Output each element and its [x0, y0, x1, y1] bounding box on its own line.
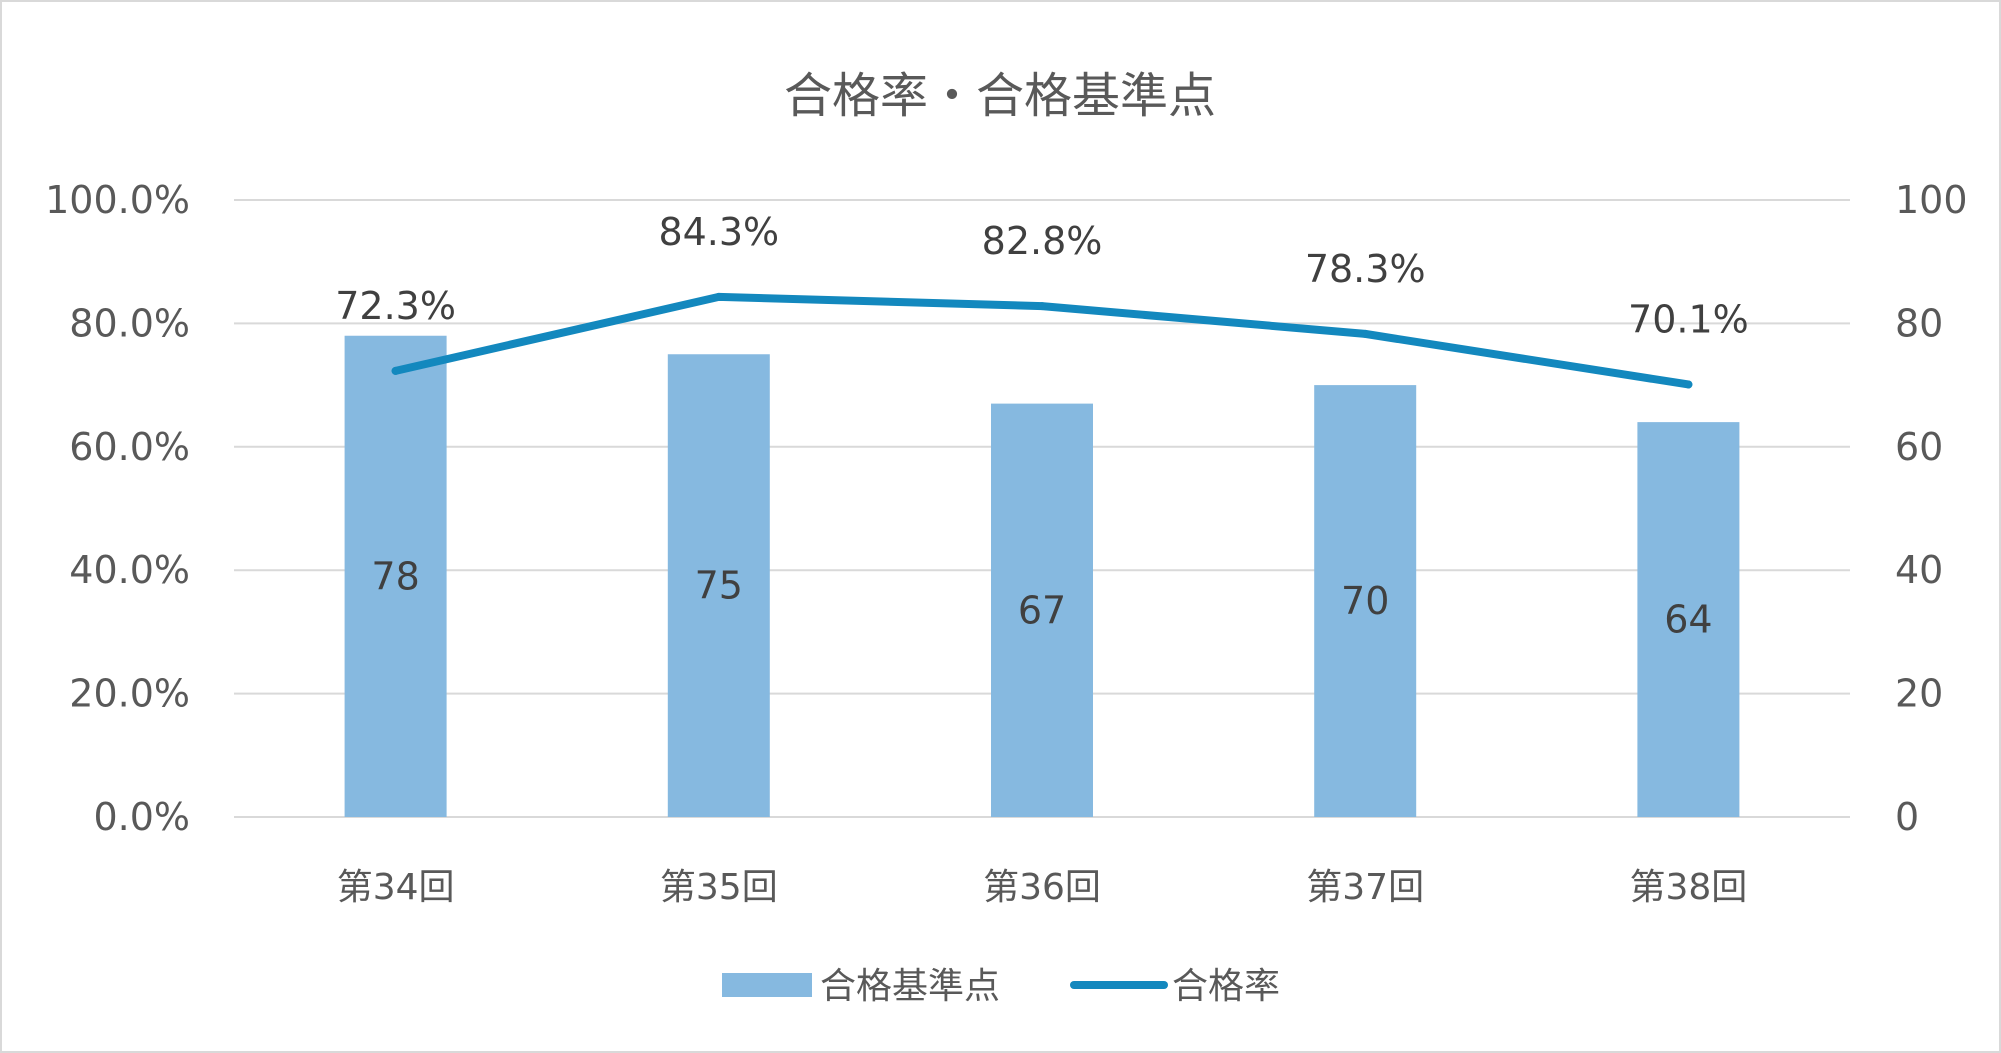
right-tick-label: 60: [1895, 425, 1943, 469]
left-tick-label: 0.0%: [93, 795, 190, 839]
right-tick-label: 40: [1895, 548, 1943, 592]
line-point: [714, 292, 723, 301]
legend-bar-swatch: [722, 973, 812, 997]
legend-bar-label: 合格基準点: [820, 966, 1000, 1007]
category-label: 第34回: [337, 867, 455, 908]
left-tick-label: 100.0%: [45, 178, 190, 222]
legend: 合格基準点 合格率: [722, 966, 1280, 1007]
legend-line-label: 合格率: [1172, 966, 1280, 1007]
line-data-label: 82.8%: [982, 219, 1103, 263]
bar-data-label: 64: [1664, 598, 1712, 642]
category-axis: 第34回 第35回 第36回 第37回 第38回: [337, 867, 1748, 908]
line-data-label: 84.3%: [658, 210, 779, 254]
bar: [667, 354, 770, 817]
category-label: 第35回: [660, 867, 778, 908]
bar-data-labels: 78 75 67 70 64: [371, 554, 1712, 641]
left-tick-label: 20.0%: [69, 672, 190, 716]
left-axis: 0.0% 20.0% 40.0% 60.0% 80.0% 100.0%: [45, 178, 190, 839]
line-data-label: 72.3%: [335, 284, 456, 328]
bar-data-label: 78: [371, 554, 419, 598]
left-tick-label: 60.0%: [69, 425, 190, 469]
right-tick-label: 80: [1895, 301, 1943, 345]
line-point: [1038, 302, 1046, 311]
category-label: 第37回: [1306, 867, 1424, 908]
right-tick-label: 100: [1895, 178, 1968, 222]
line-data-label: 70.1%: [1628, 297, 1749, 341]
line-series: [391, 292, 1693, 389]
bar-data-label: 70: [1341, 579, 1389, 623]
line-point: [1361, 329, 1370, 338]
line-point: [391, 366, 400, 375]
category-label: 第36回: [983, 867, 1101, 908]
bar-series: [344, 335, 1740, 817]
right-tick-label: 0: [1895, 795, 1919, 839]
bar: [1637, 422, 1740, 817]
bar-data-label: 67: [1018, 588, 1066, 632]
left-tick-label: 40.0%: [69, 548, 190, 592]
right-tick-label: 20: [1895, 672, 1943, 716]
line-point: [1684, 380, 1693, 389]
bar: [991, 403, 1093, 817]
chart-title: 合格率・合格基準点: [784, 68, 1216, 124]
line-data-label: 78.3%: [1305, 247, 1426, 291]
bar: [1314, 385, 1417, 817]
bar: [344, 335, 447, 817]
right-axis: 0 20 40 60 80 100: [1895, 178, 1968, 839]
left-tick-label: 80.0%: [69, 301, 190, 345]
category-label: 第38回: [1629, 867, 1747, 908]
bar-data-label: 75: [695, 564, 743, 608]
line-data-labels: 72.3% 84.3% 82.8% 78.3% 70.1%: [335, 210, 1749, 342]
